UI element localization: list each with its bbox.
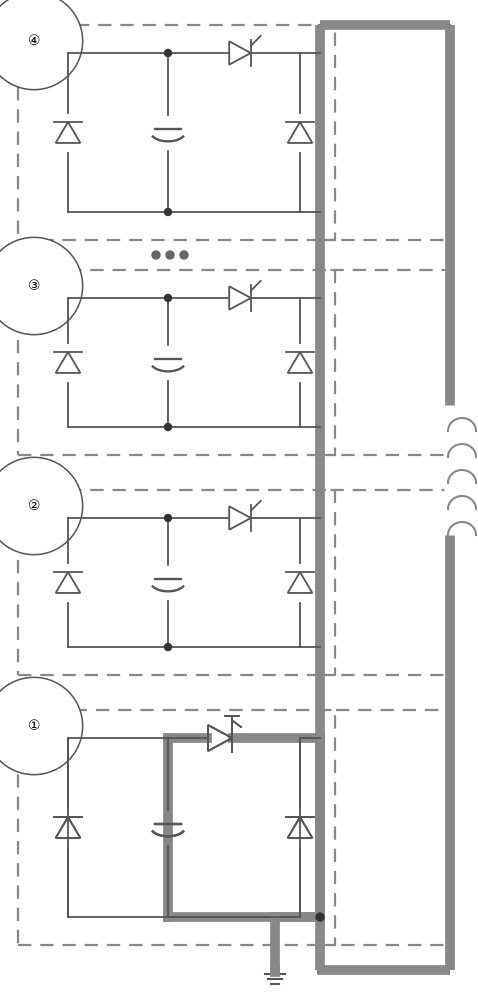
Circle shape (164, 644, 172, 650)
Bar (18, 270, 335, 455)
Circle shape (316, 913, 324, 921)
Circle shape (166, 251, 174, 259)
Circle shape (164, 49, 172, 56)
Bar (18, 490, 335, 675)
Bar (319, 490, 450, 675)
Bar (18, 25, 335, 240)
Text: ④: ④ (28, 34, 40, 48)
Circle shape (164, 514, 172, 522)
Circle shape (180, 251, 188, 259)
Bar (319, 25, 450, 240)
Text: ②: ② (28, 499, 40, 513)
Circle shape (164, 424, 172, 430)
Circle shape (164, 209, 172, 216)
Text: ③: ③ (28, 279, 40, 293)
Circle shape (152, 251, 160, 259)
Circle shape (164, 294, 172, 302)
Bar (319, 710, 450, 945)
Bar (319, 270, 450, 455)
Text: ①: ① (28, 719, 40, 733)
Bar (18, 710, 335, 945)
